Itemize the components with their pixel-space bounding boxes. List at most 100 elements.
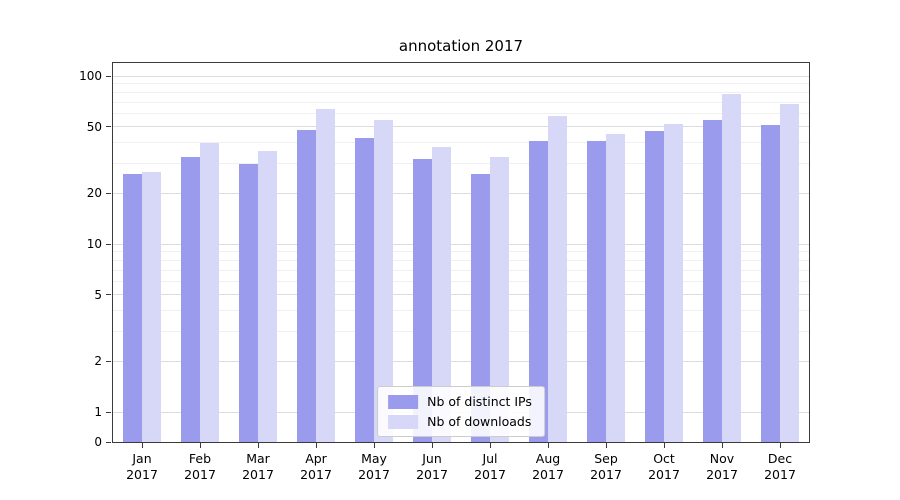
x-axis-tick-label: Feb 2017: [170, 451, 230, 483]
legend-entry-downloads: Nb of downloads: [388, 414, 532, 429]
bar-downloads: [316, 108, 335, 442]
x-axis-tick-label: Oct 2017: [634, 451, 694, 483]
x-axis-year-label: 2017: [184, 467, 216, 482]
x-axis-tick: [489, 443, 491, 448]
bar-downloads: [722, 94, 741, 442]
x-axis-tick: [721, 443, 723, 448]
x-axis-year-label: 2017: [358, 467, 390, 482]
minor-gridline: [113, 101, 809, 103]
bar-downloads: [548, 115, 567, 442]
x-axis-month-label: Nov: [709, 451, 735, 466]
y-axis-tick: [106, 441, 111, 443]
bar-distinct-ips: [471, 174, 490, 442]
x-axis-tick-label: May 2017: [344, 451, 404, 483]
x-axis-tick-label: Sep 2017: [576, 451, 636, 483]
bar-distinct-ips: [529, 141, 548, 442]
bar-distinct-ips: [239, 163, 258, 442]
bar-downloads: [142, 171, 161, 442]
y-axis-tick-label: 2: [94, 354, 102, 369]
bar-downloads: [664, 123, 683, 442]
x-axis-year-label: 2017: [764, 467, 796, 482]
legend: Nb of distinct IPs Nb of downloads: [377, 386, 545, 437]
bar-distinct-ips: [645, 131, 664, 442]
x-axis-tick: [257, 443, 259, 448]
x-axis-year-label: 2017: [474, 467, 506, 482]
x-axis-year-label: 2017: [706, 467, 738, 482]
bar-downloads: [374, 119, 393, 442]
bar-downloads: [200, 142, 219, 442]
y-axis-tick: [106, 192, 111, 194]
x-axis-tick: [199, 443, 201, 448]
bar-distinct-ips: [297, 129, 316, 442]
x-axis-tick-label: Mar 2017: [228, 451, 288, 483]
x-axis-month-label: May: [361, 451, 387, 466]
y-axis-tick-label: 50: [86, 119, 102, 134]
y-axis-tick: [106, 126, 111, 128]
x-axis-month-label: Aug: [535, 451, 561, 466]
x-axis-tick-label: Jul 2017: [460, 451, 520, 483]
legend-entry-distinct-ips: Nb of distinct IPs: [388, 394, 532, 409]
y-axis-tick-label: 5: [94, 287, 102, 302]
major-gridline: [113, 75, 809, 77]
y-axis-tick: [106, 294, 111, 296]
bar-distinct-ips: [761, 125, 780, 442]
x-axis-month-label: Apr: [305, 451, 327, 466]
bar-distinct-ips: [355, 137, 374, 442]
plot-area: Nb of distinct IPs Nb of downloads: [112, 62, 810, 443]
bar-downloads: [490, 156, 509, 442]
bar-distinct-ips: [587, 141, 606, 442]
x-axis-tick-label: Jun 2017: [402, 451, 462, 483]
x-axis-month-label: Jul: [482, 451, 498, 466]
x-axis-year-label: 2017: [590, 467, 622, 482]
x-axis-tick-label: Aug 2017: [518, 451, 578, 483]
x-axis-year-label: 2017: [532, 467, 564, 482]
x-axis-tick-label: Jan 2017: [112, 451, 172, 483]
x-axis-tick-label: Apr 2017: [286, 451, 346, 483]
bar-distinct-ips: [703, 119, 722, 442]
x-axis-tick: [547, 443, 549, 448]
x-axis-tick-label: Dec 2017: [750, 451, 810, 483]
x-axis-month-label: Feb: [188, 451, 212, 466]
minor-gridline: [113, 112, 809, 114]
minor-gridline: [113, 91, 809, 93]
bar-downloads: [780, 104, 799, 442]
y-axis-tick-label: 1: [94, 405, 102, 419]
y-axis-tick-label: 10: [86, 237, 102, 251]
bar-downloads: [432, 146, 451, 442]
bar-downloads: [258, 150, 277, 442]
legend-label-distinct-ips: Nb of distinct IPs: [427, 394, 532, 409]
x-axis-tick: [315, 443, 317, 448]
y-axis-tick: [106, 360, 111, 362]
x-axis-year-label: 2017: [242, 467, 274, 482]
x-axis-tick: [663, 443, 665, 448]
x-axis-tick: [431, 443, 433, 448]
y-axis-tick: [106, 75, 111, 77]
bar-distinct-ips: [413, 159, 432, 442]
x-axis-month-label: Sep: [594, 451, 618, 466]
bar-distinct-ips: [123, 174, 142, 442]
legend-swatch-downloads-icon: [388, 414, 419, 429]
bar-downloads: [606, 134, 625, 442]
x-axis-month-label: Jan: [132, 451, 152, 466]
x-axis-month-label: Dec: [767, 451, 793, 466]
x-axis-tick: [779, 443, 781, 448]
x-axis-tick: [141, 443, 143, 448]
x-axis-month-label: Jun: [422, 451, 442, 466]
minor-gridline: [113, 83, 809, 85]
y-axis-tick-label: 100: [79, 69, 102, 83]
x-axis-year-label: 2017: [126, 467, 158, 482]
y-axis-tick-label: 0: [94, 435, 102, 449]
x-axis-tick: [373, 443, 375, 448]
x-axis-month-label: Oct: [653, 451, 675, 466]
bar-distinct-ips: [181, 156, 200, 442]
chart-title: annotation 2017: [398, 37, 524, 55]
x-axis-year-label: 2017: [416, 467, 448, 482]
legend-label-downloads: Nb of downloads: [427, 414, 532, 429]
y-axis-tick-label: 20: [86, 186, 102, 201]
x-axis-tick-label: Nov 2017: [692, 451, 752, 483]
x-axis-year-label: 2017: [300, 467, 332, 482]
legend-swatch-distinct-ips-icon: [388, 394, 419, 409]
x-axis-tick: [605, 443, 607, 448]
x-axis-month-label: Mar: [246, 451, 270, 466]
